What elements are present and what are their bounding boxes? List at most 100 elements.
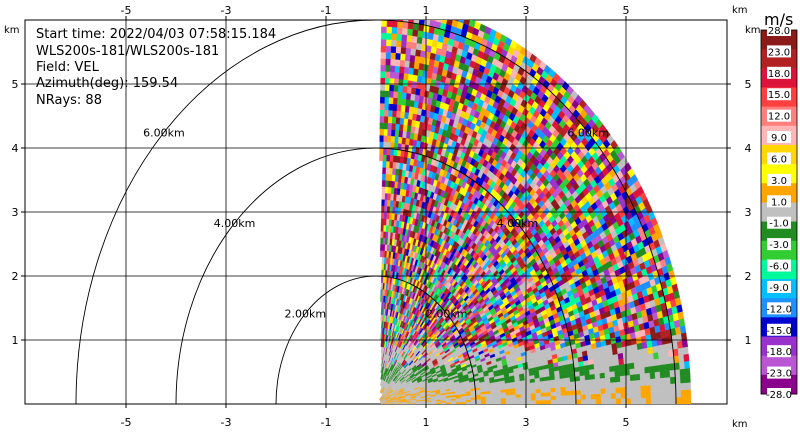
velocity-gate <box>645 378 651 386</box>
velocity-gate <box>475 399 482 402</box>
velocity-gate <box>490 395 497 399</box>
velocity-gate <box>620 386 626 393</box>
velocity-gate <box>550 395 557 401</box>
velocity-gate <box>460 399 467 403</box>
velocity-gate <box>416 36 423 45</box>
velocity-gate <box>550 383 556 389</box>
velocity-gate <box>535 385 541 390</box>
velocity-gate <box>613 364 620 372</box>
velocity-gate <box>555 391 562 396</box>
velocity-gate <box>654 371 661 379</box>
velocity-gate <box>609 371 616 378</box>
velocity-gate <box>403 118 409 126</box>
velocity-gate <box>515 390 521 395</box>
velocity-gate <box>402 130 407 139</box>
velocity-gate <box>510 394 517 398</box>
velocity-gate <box>555 395 562 401</box>
velocity-gate <box>624 368 631 376</box>
velocity-gate <box>585 384 591 390</box>
velocity-gate <box>677 347 684 356</box>
velocity-gate <box>637 348 644 356</box>
velocity-gate <box>535 396 542 401</box>
velocity-gate <box>402 79 408 87</box>
velocity-gate <box>414 10 420 17</box>
velocity-gate <box>615 398 622 404</box>
velocity-gate <box>670 396 677 404</box>
velocity-gate <box>681 339 688 348</box>
velocity-gate <box>565 390 572 396</box>
velocity-gate <box>649 365 656 373</box>
velocity-gate <box>585 398 592 404</box>
velocity-gate <box>485 398 492 402</box>
velocity-gate <box>515 397 522 401</box>
velocity-gate <box>411 80 417 89</box>
velocity-gate <box>640 385 646 393</box>
velocity-gate <box>680 375 686 384</box>
velocity-gate <box>580 399 587 404</box>
velocity-gate <box>400 98 407 106</box>
velocity-gate <box>683 353 690 362</box>
velocity-gate <box>618 358 625 366</box>
velocity-gate <box>407 73 414 82</box>
velocity-gate <box>540 392 547 397</box>
velocity-gate <box>594 367 600 375</box>
velocity-gate <box>675 389 682 398</box>
velocity-gate <box>604 366 610 373</box>
velocity-gate <box>628 356 635 364</box>
velocity-gate <box>599 377 606 384</box>
velocity-gate <box>565 399 572 404</box>
velocity-gate <box>634 367 641 375</box>
velocity-gate <box>589 373 596 380</box>
velocity-gate <box>679 368 686 377</box>
velocity-gate <box>540 388 546 393</box>
velocity-gate <box>594 373 601 380</box>
velocity-gate <box>445 402 452 404</box>
velocity-gate <box>575 399 582 404</box>
velocity-gate <box>650 384 656 392</box>
velocity-gate <box>408 60 415 69</box>
velocity-gate <box>617 352 624 360</box>
velocity-gate <box>680 389 687 398</box>
velocity-gate <box>525 393 532 398</box>
velocity-gate <box>485 401 492 404</box>
velocity-gate <box>662 343 669 352</box>
velocity-gate <box>685 375 691 383</box>
velocity-gate <box>480 401 487 404</box>
velocity-gate <box>570 381 576 387</box>
velocity-gate <box>646 340 653 348</box>
velocity-gate <box>669 369 676 378</box>
velocity-gate <box>413 61 420 70</box>
velocity-gate <box>405 99 411 107</box>
velocity-gate <box>530 389 536 394</box>
velocity-gate <box>652 345 659 354</box>
velocity-gate <box>505 400 512 404</box>
velocity-gate <box>659 370 666 379</box>
velocity-gate <box>419 50 426 58</box>
velocity-gate <box>405 92 412 101</box>
velocity-gate <box>401 92 407 100</box>
velocity-gate <box>415 4 421 11</box>
velocity-gate <box>399 117 405 125</box>
velocity-gate <box>663 356 670 365</box>
velocity-gate <box>408 67 414 75</box>
velocity-gate <box>609 365 615 372</box>
velocity-gate <box>417 30 424 38</box>
velocity-gate <box>569 376 576 382</box>
velocity-gate <box>657 344 664 353</box>
velocity-gate <box>649 371 656 380</box>
velocity-gate <box>644 372 651 380</box>
velocity-gate <box>660 397 667 404</box>
velocity-gate <box>665 397 672 404</box>
velocity-gate <box>629 368 636 376</box>
velocity-gate <box>475 401 482 404</box>
velocity-gate <box>610 392 617 399</box>
velocity-gate <box>603 361 610 368</box>
velocity-gate <box>629 374 636 381</box>
velocity-gate <box>658 357 665 366</box>
velocity-gate <box>400 104 406 113</box>
velocity-gate <box>685 389 692 398</box>
velocity-gate <box>619 375 626 382</box>
velocity-gate <box>409 54 416 63</box>
velocity-gate <box>550 387 556 393</box>
velocity-gate <box>638 354 645 362</box>
